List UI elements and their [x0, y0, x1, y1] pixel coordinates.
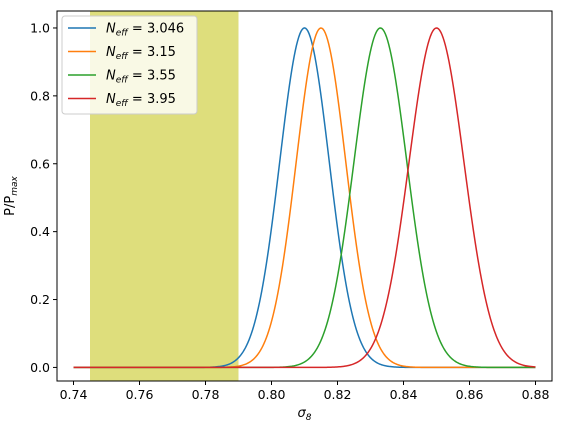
x-tick-label: 0.82 — [324, 387, 352, 402]
y-tick-label: 1.0 — [30, 20, 50, 35]
x-tick-label: 0.84 — [390, 387, 418, 402]
legend: Neff = 3.046 Neff = 3.15 Neff = 3.55 Neff =… — [61, 15, 198, 115]
legend-label: Neff = 3.15 — [106, 45, 176, 62]
y-axis-label: P/Pmax — [3, 175, 20, 215]
y-tick-label: 0.6 — [30, 156, 50, 171]
x-tick-label: 0.80 — [258, 387, 286, 402]
x-tick-label: 0.76 — [126, 387, 154, 402]
x-tick-label: 0.88 — [522, 387, 550, 402]
series-line-4 — [73, 27, 536, 369]
x-axis-label: σ8 — [298, 406, 312, 422]
x-tick-label: 0.86 — [456, 387, 484, 402]
x-tick-label: 0.78 — [192, 387, 220, 402]
y-tick-label: 0.2 — [30, 292, 50, 307]
legend-label: Neff = 3.046 — [106, 22, 184, 39]
legend-label: Neff = 3.95 — [106, 92, 176, 109]
legend-label: Neff = 3.55 — [106, 69, 176, 86]
x-tick-label: 0.74 — [60, 387, 88, 402]
y-tick-label: 0.4 — [30, 224, 50, 239]
legend-box — [61, 15, 198, 115]
y-tick-label: 0.8 — [30, 88, 50, 103]
plot-frame — [56, 10, 553, 382]
y-tick-label: 0.0 — [30, 360, 50, 375]
